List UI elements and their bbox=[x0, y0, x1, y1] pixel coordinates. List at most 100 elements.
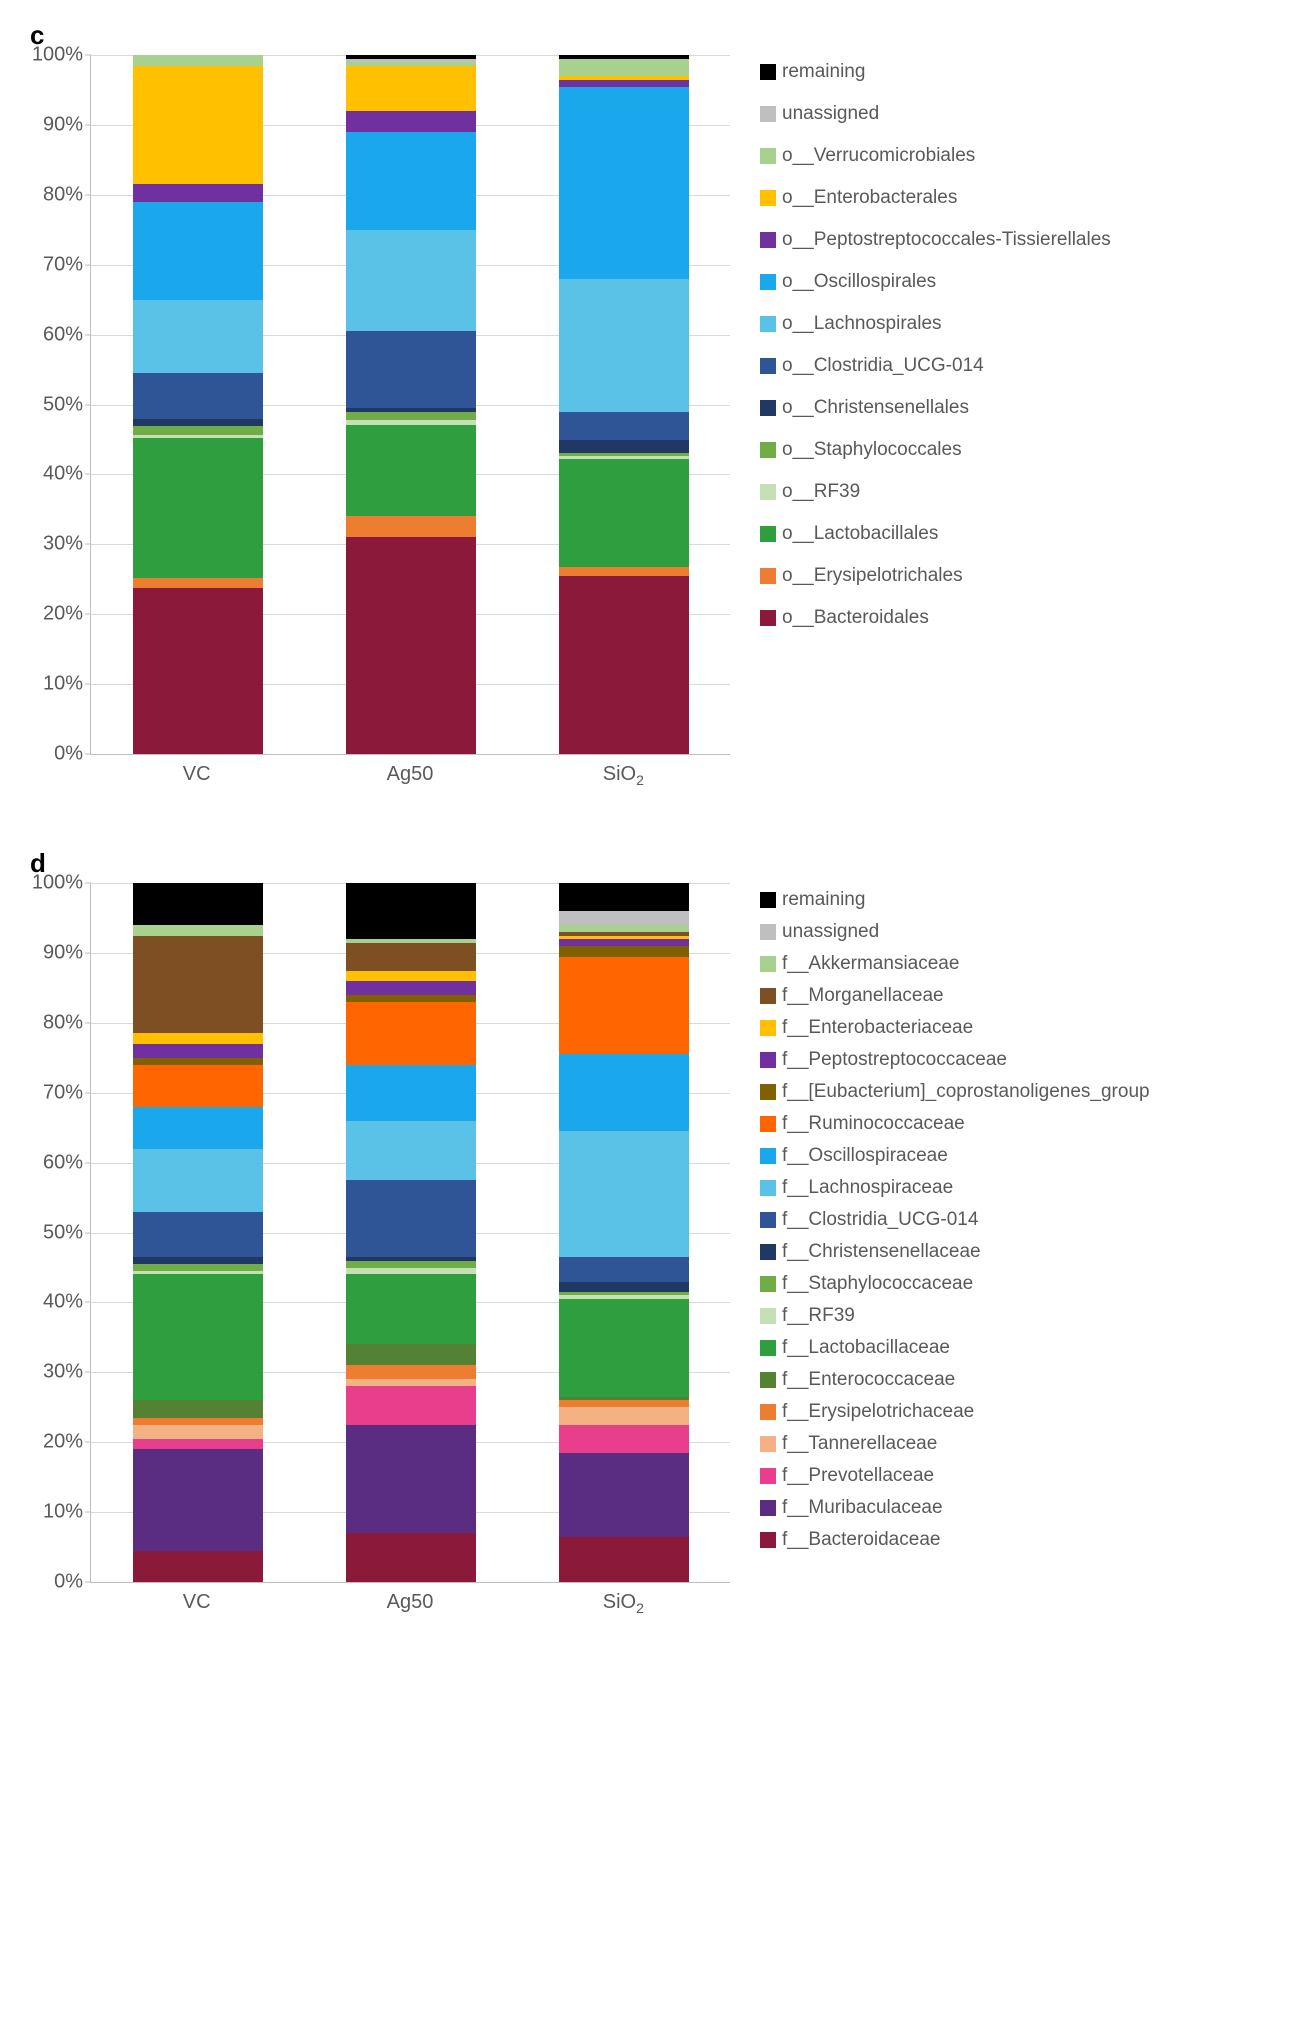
legend-item: f__Lachnospiraceae bbox=[760, 1177, 1150, 1199]
bar-VC bbox=[133, 55, 263, 754]
legend: remaining unassigned o__Verrucomicrobiales… bbox=[760, 61, 1111, 629]
segment bbox=[559, 567, 689, 575]
y-tick-label: 80% bbox=[43, 1011, 91, 1034]
legend-swatch bbox=[760, 892, 776, 908]
segment bbox=[133, 1425, 263, 1439]
y-tick-label: 100% bbox=[32, 872, 91, 895]
plot-area: 0%10%20%30%40%50%60%70%80%90%100% bbox=[90, 883, 730, 1583]
legend-label: o__Clostridia_UCG-014 bbox=[782, 355, 984, 377]
legend-label: f__Akkermansiaceae bbox=[782, 953, 959, 975]
y-tick-label: 0% bbox=[54, 1571, 91, 1594]
bar-SiO₂ bbox=[559, 883, 689, 1582]
legend-item: f__Christensenellaceae bbox=[760, 1241, 1150, 1263]
legend-item: o__Enterobacterales bbox=[760, 187, 1111, 209]
segment bbox=[559, 87, 689, 279]
legend-item: o__Christensenellales bbox=[760, 397, 1111, 419]
segment bbox=[346, 1180, 476, 1257]
legend-swatch bbox=[760, 1212, 776, 1228]
segment bbox=[346, 1344, 476, 1365]
segment bbox=[133, 1033, 263, 1043]
legend-label: f__Morganellaceae bbox=[782, 985, 944, 1007]
legend-item: remaining bbox=[760, 61, 1111, 83]
x-label: Ag50 bbox=[345, 763, 475, 788]
segment bbox=[346, 1425, 476, 1533]
segment bbox=[133, 588, 263, 754]
x-label: Ag50 bbox=[345, 1591, 475, 1616]
panel-c: c0%10%20%30%40%50%60%70%80%90%100%VCAg50… bbox=[20, 20, 1288, 788]
legend-swatch bbox=[760, 988, 776, 1004]
legend-swatch bbox=[760, 400, 776, 416]
legend-label: o__Verrucomicrobiales bbox=[782, 145, 975, 167]
segment bbox=[346, 1386, 476, 1424]
legend-swatch bbox=[760, 1276, 776, 1292]
legend-label: o__Lachnospirales bbox=[782, 313, 942, 335]
segment bbox=[559, 576, 689, 754]
bar-VC bbox=[133, 883, 263, 1582]
legend-item: o__Lachnospirales bbox=[760, 313, 1111, 335]
segment bbox=[133, 1257, 263, 1264]
legend-label: f__Bacteroidaceae bbox=[782, 1529, 940, 1551]
segment bbox=[559, 1425, 689, 1453]
segment bbox=[133, 1449, 263, 1550]
legend-item: f__Ruminococcaceae bbox=[760, 1113, 1150, 1135]
segment bbox=[559, 939, 689, 946]
segment bbox=[133, 1439, 263, 1449]
y-tick-label: 20% bbox=[43, 603, 91, 626]
legend-item: f__Oscillospiraceae bbox=[760, 1145, 1150, 1167]
legend-label: f__Lactobacillaceae bbox=[782, 1337, 950, 1359]
segment bbox=[346, 516, 476, 537]
panel-body: 0%10%20%30%40%50%60%70%80%90%100%VCAg50S… bbox=[20, 55, 1288, 788]
legend-item: f__[Eubacterium]_coprostanoligenes_group bbox=[760, 1081, 1150, 1103]
legend-label: f__Erysipelotrichaceae bbox=[782, 1401, 974, 1423]
bars-container bbox=[91, 55, 730, 754]
bar-SiO₂ bbox=[559, 55, 689, 754]
legend-swatch bbox=[760, 1084, 776, 1100]
legend-swatch bbox=[760, 1468, 776, 1484]
legend-label: o__Erysipelotrichales bbox=[782, 565, 963, 587]
legend-swatch bbox=[760, 1148, 776, 1164]
segment bbox=[133, 419, 263, 426]
legend-label: o__Oscillospirales bbox=[782, 271, 936, 293]
segment bbox=[559, 459, 689, 567]
legend-item: o__Bacteroidales bbox=[760, 607, 1111, 629]
segment bbox=[559, 1453, 689, 1537]
segment bbox=[346, 132, 476, 230]
segment bbox=[559, 1054, 689, 1131]
legend-swatch bbox=[760, 526, 776, 542]
segment bbox=[133, 1418, 263, 1425]
segment bbox=[559, 925, 689, 932]
legend-label: f__Muribaculaceae bbox=[782, 1497, 943, 1519]
segment bbox=[133, 438, 263, 578]
segment bbox=[133, 1107, 263, 1149]
segment bbox=[133, 300, 263, 373]
x-label: VC bbox=[132, 763, 262, 788]
legend-item: o__Staphylococcales bbox=[760, 439, 1111, 461]
panel-d: d0%10%20%30%40%50%60%70%80%90%100%VCAg50… bbox=[20, 848, 1288, 1616]
legend-label: remaining bbox=[782, 61, 865, 83]
legend-label: f__Christensenellaceae bbox=[782, 1241, 981, 1263]
segment bbox=[559, 1299, 689, 1397]
x-label: VC bbox=[132, 1591, 262, 1616]
segment bbox=[559, 1537, 689, 1582]
segment bbox=[346, 1365, 476, 1379]
segment bbox=[346, 66, 476, 111]
segment bbox=[346, 1268, 476, 1275]
segment bbox=[346, 943, 476, 971]
legend-item: unassigned bbox=[760, 103, 1111, 125]
legend-label: remaining bbox=[782, 889, 865, 911]
legend-swatch bbox=[760, 956, 776, 972]
segment bbox=[133, 55, 263, 65]
legend-swatch bbox=[760, 1372, 776, 1388]
segment bbox=[133, 578, 263, 588]
legend-item: f__Erysipelotrichaceae bbox=[760, 1401, 1150, 1423]
legend-item: f__Morganellaceae bbox=[760, 985, 1150, 1007]
legend-swatch bbox=[760, 1340, 776, 1356]
segment bbox=[559, 1400, 689, 1407]
segment bbox=[346, 995, 476, 1002]
segment bbox=[133, 66, 263, 185]
legend-swatch bbox=[760, 924, 776, 940]
legend-item: f__Akkermansiaceae bbox=[760, 953, 1150, 975]
segment bbox=[133, 373, 263, 419]
legend-label: f__Peptostreptococcaceae bbox=[782, 1049, 1007, 1071]
legend-swatch bbox=[760, 1404, 776, 1420]
